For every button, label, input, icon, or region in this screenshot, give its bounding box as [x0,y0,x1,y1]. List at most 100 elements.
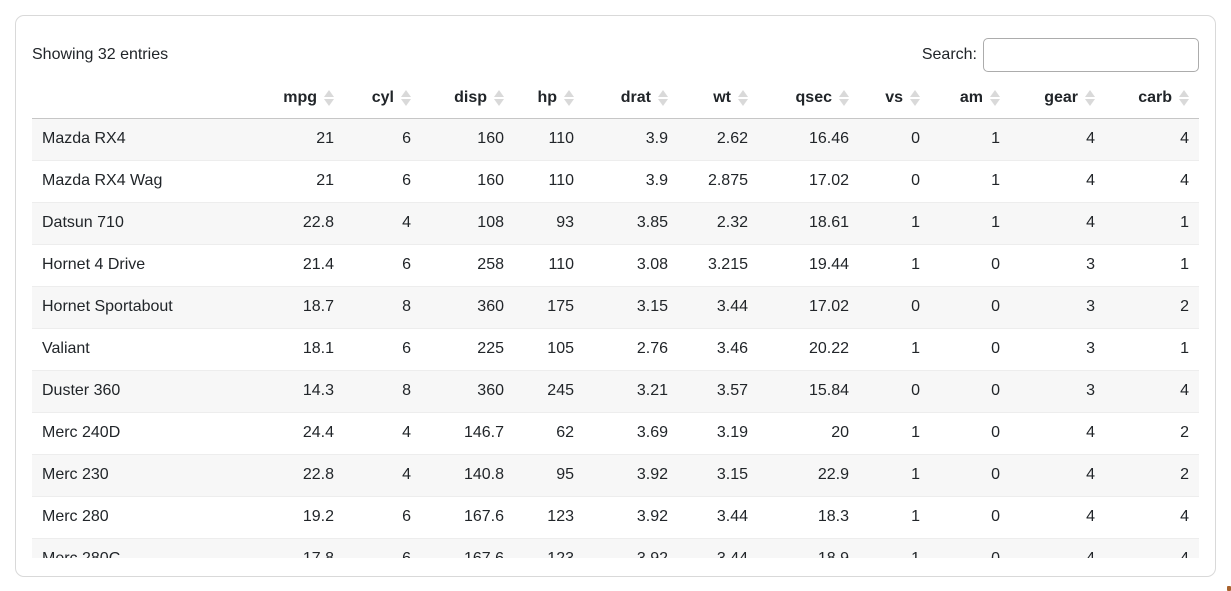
cell-drat: 2.76 [584,327,678,370]
cell-am: 1 [930,159,1010,202]
cell-am: 0 [930,537,1010,558]
cell-mpg: 24.4 [258,411,344,454]
cell-am: 0 [930,411,1010,454]
cell-wt: 3.19 [678,411,758,454]
cell-cyl: 8 [344,285,421,328]
cell-am: 0 [930,453,1010,496]
cell-row-name: Datsun 710 [32,201,258,244]
cell-gear: 4 [1010,495,1105,538]
corner-artifact [1227,586,1231,591]
cell-disp: 160 [421,159,514,202]
cell-mpg: 18.7 [258,285,344,328]
cell-cyl: 6 [344,495,421,538]
cell-gear: 4 [1086,130,1095,147]
cell-disp: 225 [421,327,514,370]
column-header-label: cyl [371,88,394,106]
column-header-drat[interactable]: drat [584,78,678,119]
column-header-hp[interactable]: hp [514,78,584,119]
cell-cyl: 6 [344,537,421,558]
column-header-label: carb [1138,88,1172,106]
cell-wt: 3.44 [678,537,758,558]
cell-drat: 3.92 [584,453,678,496]
cell-mpg: 21.4 [258,243,344,286]
cell-disp: 360 [421,369,514,412]
cell-disp: 167.6 [421,495,514,538]
cell-vs: 1 [859,453,930,496]
cell-disp: 167.6 [421,537,514,558]
cell-carb: 1 [1105,243,1199,286]
cell-carb: 4 [1105,495,1199,538]
column-header-carb[interactable]: carb [1105,78,1199,119]
cell-vs: 1 [859,327,930,370]
cell-hp: 123 [514,537,584,558]
cell-wt: 2.32 [678,201,758,244]
cell-row-name: Duster 360 [32,369,258,412]
cell-hp: 245 [514,369,584,412]
search-label: Search: [921,46,977,63]
table-header-row: mpg cyl disp hp drat wt qsec vs am gear carb [32,78,1199,119]
cell-row-name: Merc 240D [32,411,258,454]
cell-row-name: Merc 280C [32,537,258,558]
column-header-label: qsec [795,88,832,106]
column-header-cyl[interactable]: cyl [344,78,421,119]
cell-wt: 3.215 [678,243,758,286]
cell-carb: 4 [1105,369,1199,412]
cell-hp: 110 [514,243,584,286]
cell-mpg: 14.3 [258,369,344,412]
cell-disp: 258 [421,243,514,286]
column-header-mpg[interactable]: mpg [258,78,344,119]
column-header-disp[interactable]: disp [421,78,514,119]
cell-hp: 110 [548,130,574,147]
cell-mpg: 21 [316,130,334,147]
table-card: Showing 32 entries Search: mpg cyl disp hp d… [15,15,1216,577]
cell-hp: 175 [514,285,584,328]
sort-icon [658,89,668,106]
column-header-label: disp [454,88,487,106]
cell-am: 0 [930,327,1010,370]
cell-qsec: 17.02 [758,285,859,328]
cell-mpg: 22.8 [258,453,344,496]
cell-cyl: 6 [344,327,421,370]
table-row: Duster 360 14.3 8 360 245 3.21 3.57 15.84 0 0 3 4 [32,369,1199,412]
cell-qsec: 18.3 [758,495,859,538]
cell-drat: 3.21 [584,369,678,412]
cell-cyl: 4 [344,411,421,454]
cell-drat: 3.9 [645,130,668,147]
table-scroll-area[interactable]: mpg cyl disp hp drat wt qsec vs am gear carb Mazda… [32,78,1199,558]
cell-qsec: 22.9 [758,453,859,496]
cell-row-name: Valiant [32,327,258,370]
cell-vs: 1 [859,201,930,244]
table-row: Merc 230 22.8 4 140.8 95 3.92 3.15 22.9 1 0 4 2 [32,453,1199,496]
cell-row-name: Merc 230 [32,453,258,496]
column-header-qsec[interactable]: qsec [758,78,859,119]
column-header-wt[interactable]: wt [678,78,758,119]
table-row: Merc 240D 24.4 4 146.7 62 3.69 3.19 20 1 0 4 2 [32,411,1199,454]
column-header-gear[interactable]: gear [1010,78,1105,119]
cell-qsec: 18.9 [758,537,859,558]
cell-cyl: 6 [344,159,421,202]
cell-gear: 4 [1010,537,1105,558]
cell-am: 0 [930,495,1010,538]
cell-am: 0 [930,285,1010,328]
cell-vs: 1 [859,537,930,558]
cell-drat: 3.9 [584,159,678,202]
table-row: Mazda RX4 21 6 160 110 3.9 2.62 16.46 0 1 4 4 [32,118,1199,160]
sort-icon [564,89,574,106]
cell-gear: 3 [1010,285,1105,328]
search-control: Search: [922,38,1199,72]
cell-hp: 93 [514,201,584,244]
column-header-vs[interactable]: vs [859,78,930,119]
cell-wt: 3.46 [678,327,758,370]
cell-disp: 108 [421,201,514,244]
cell-gear: 4 [1010,453,1105,496]
search-input[interactable] [983,38,1199,72]
column-header-label: vs [885,88,903,106]
column-header-label: hp [537,88,557,106]
column-header-am[interactable]: am [930,78,1010,119]
cell-disp: 360 [421,285,514,328]
cell-carb: 1 [1105,201,1199,244]
cell-wt: 3.44 [678,495,758,538]
sort-icon [494,89,504,106]
